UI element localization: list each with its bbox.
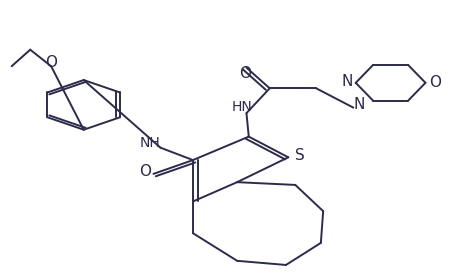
Text: O: O — [45, 55, 57, 70]
Text: HN: HN — [232, 100, 252, 114]
Text: N: N — [342, 74, 353, 89]
Text: S: S — [295, 148, 304, 163]
Text: O: O — [139, 164, 151, 179]
Text: N: N — [354, 97, 365, 112]
Text: O: O — [239, 66, 252, 81]
Text: O: O — [429, 75, 441, 90]
Text: NH: NH — [140, 136, 160, 150]
